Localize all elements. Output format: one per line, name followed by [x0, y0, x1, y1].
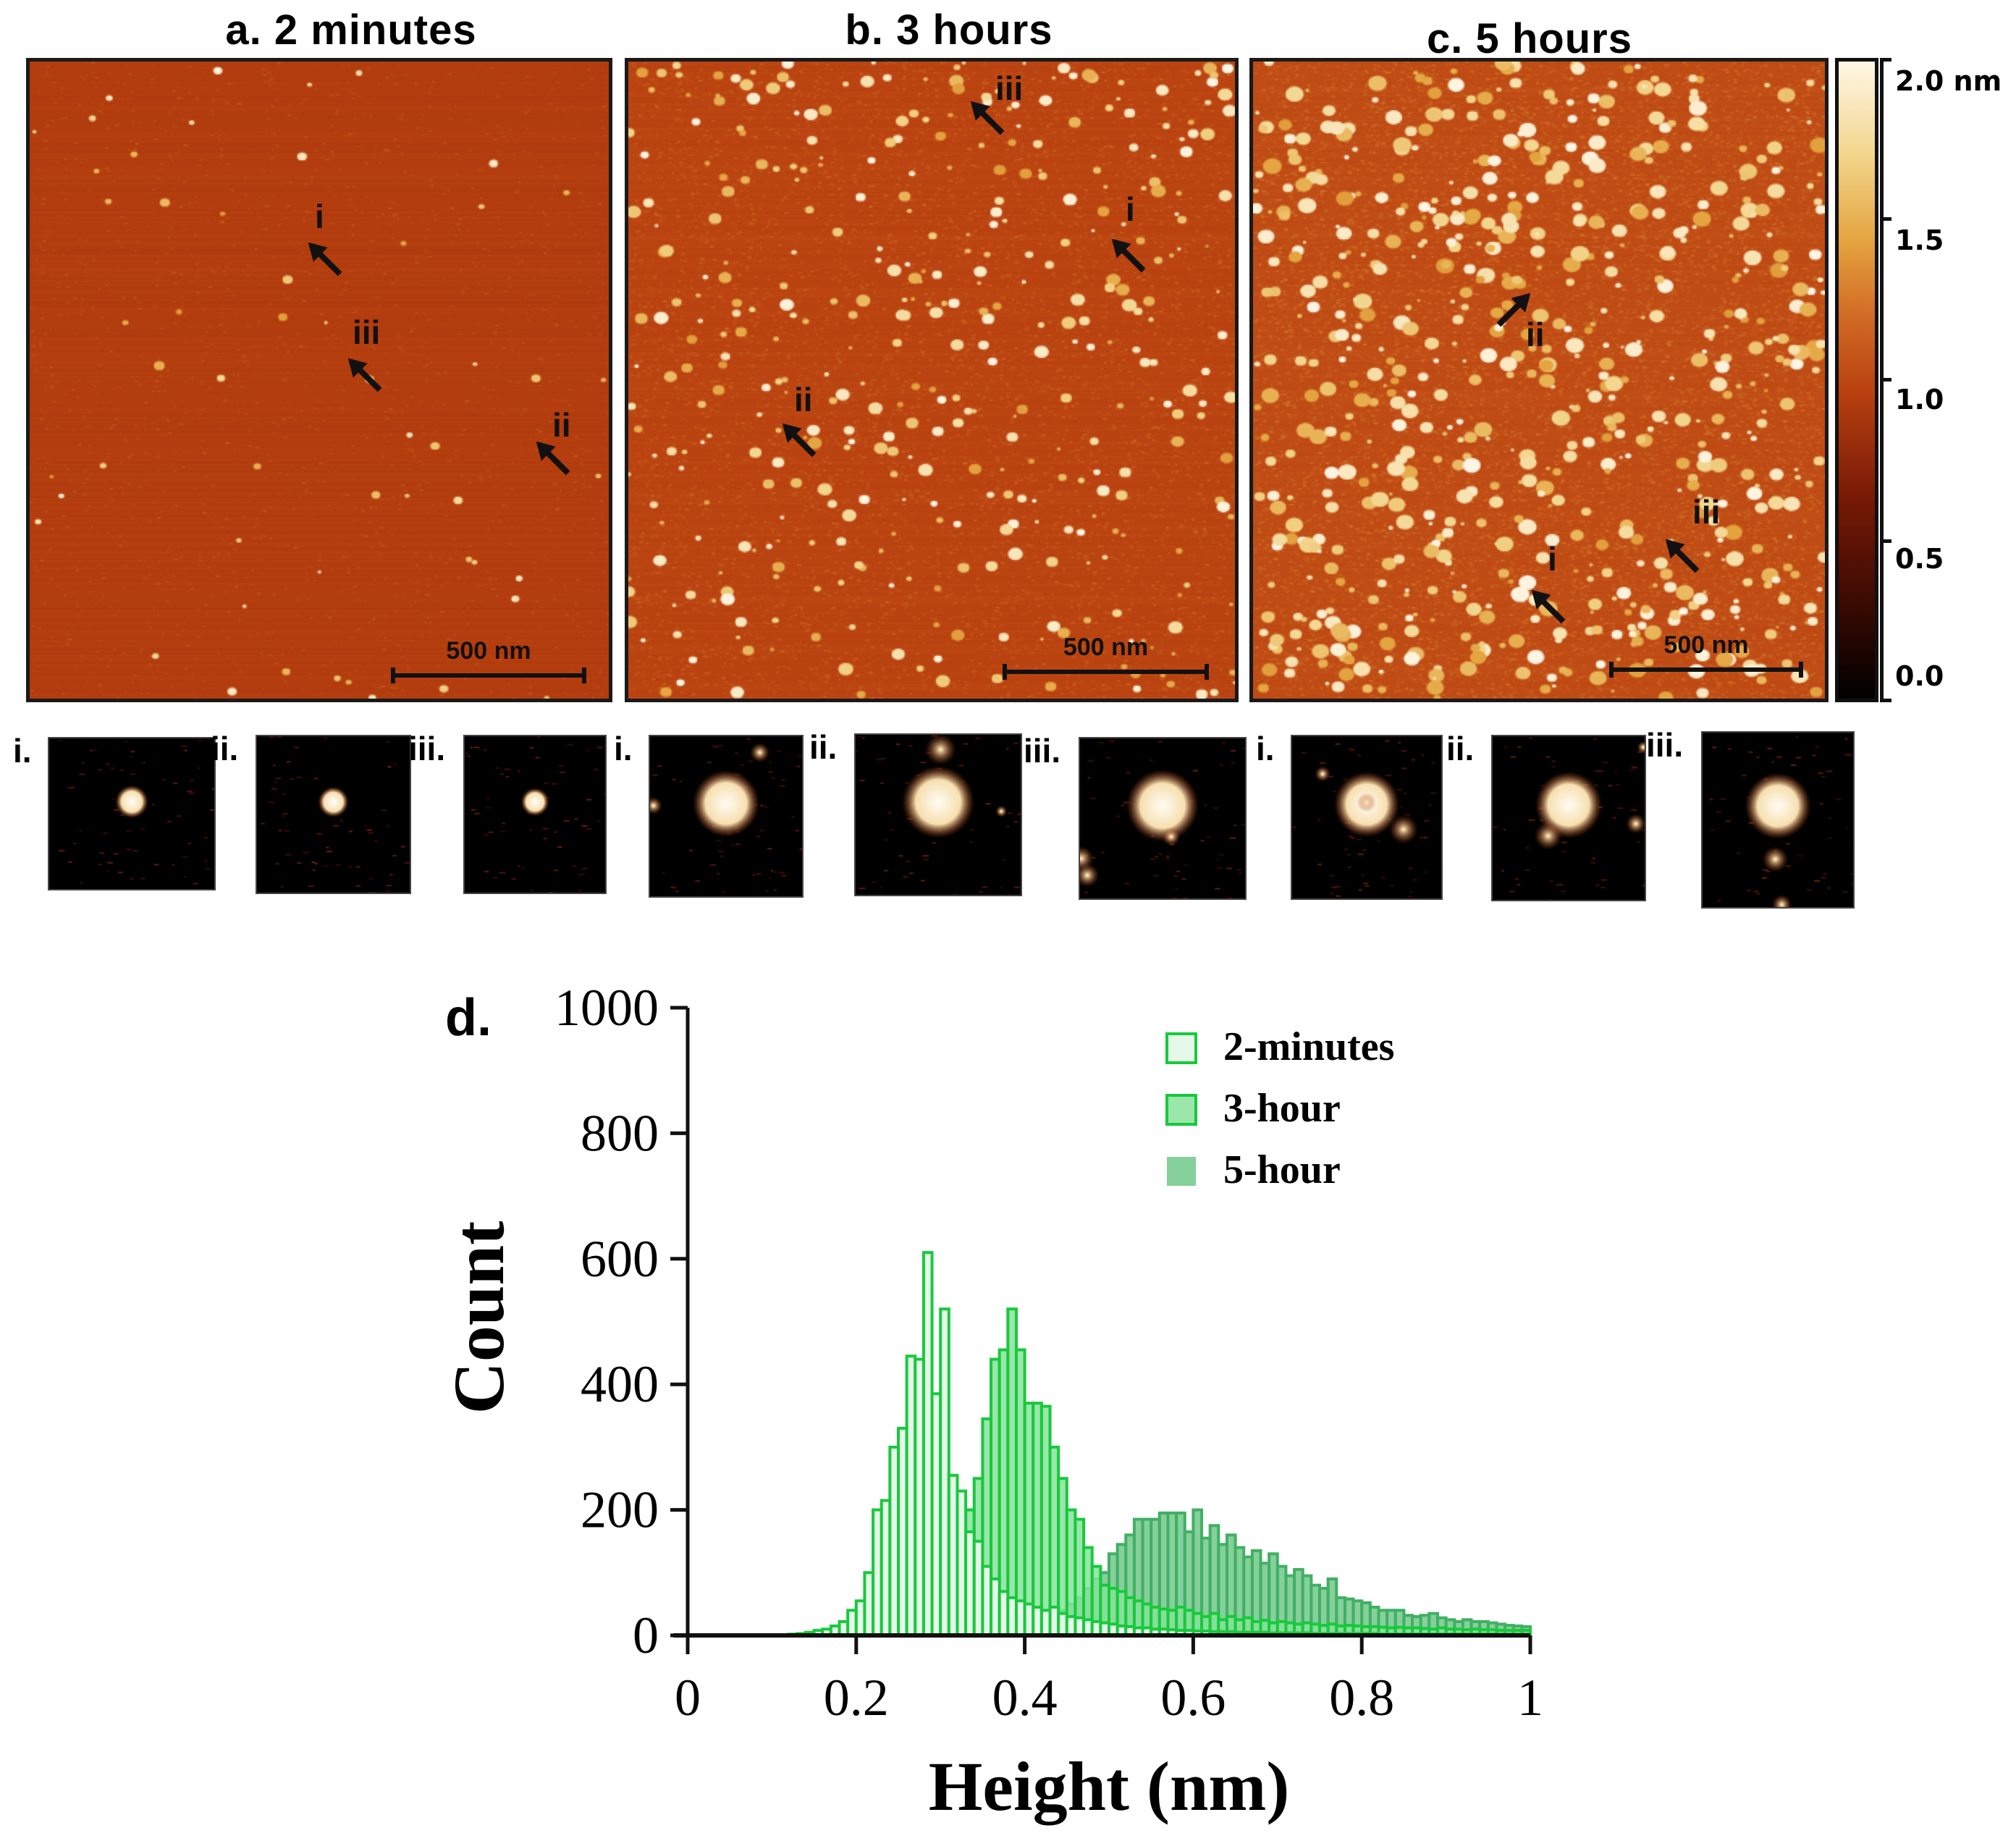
legend-swatch-icon — [1167, 1157, 1196, 1186]
thumbnail-label-a-iii: iii. — [408, 730, 446, 767]
particle-thumbnail-a-i — [48, 737, 216, 890]
particle-label-a-iii: iii — [353, 313, 381, 351]
thumbnail-label-c-i: i. — [1256, 730, 1275, 767]
colorbar-tick — [1880, 699, 1891, 702]
colorbar-label-0-0: 0.0 — [1895, 660, 1944, 692]
scale-bar-c — [1609, 662, 1803, 678]
legend-swatch-icon — [1165, 1094, 1197, 1126]
colorbar-label-0-5: 0.5 — [1895, 543, 1944, 575]
particle-label-b-ii: ii — [794, 381, 813, 418]
panel-b-title: b. 3 hours — [845, 7, 1053, 54]
afm-image-2-minutes — [26, 58, 612, 702]
colorbar-label-1-0: 1.0 — [1895, 384, 1944, 416]
thumbnail-label-b-i: i. — [614, 730, 633, 767]
thumbnail-label-b-ii: ii. — [809, 728, 838, 766]
scale-bar-a — [391, 667, 586, 683]
particle-thumbnail-b-i — [649, 735, 804, 898]
legend-swatch-icon — [1165, 1032, 1197, 1064]
particle-label-a-ii: ii — [552, 406, 571, 444]
height-colorbar — [1835, 58, 1878, 702]
scale-bar-label-c: 500 nm — [1663, 631, 1749, 659]
legend-label: 2-minutes — [1223, 1024, 1394, 1069]
x-tick-label: 0.4 — [992, 1669, 1058, 1727]
colorbar-tick — [1880, 58, 1891, 62]
y-tick-label: 0 — [633, 1606, 659, 1664]
particle-label-b-iii: iii — [995, 69, 1024, 107]
afm-image-3-hours — [625, 58, 1239, 702]
colorbar-tick — [1880, 217, 1891, 221]
panel-a-title: a. 2 minutes — [225, 7, 477, 54]
thumbnail-label-a-ii: ii. — [211, 730, 239, 767]
x-axis-title: Height (nm) — [929, 1748, 1290, 1825]
colorbar-tick — [1880, 378, 1891, 382]
panel-d-label: d. — [445, 989, 492, 1047]
x-tick-label: 0.2 — [824, 1669, 889, 1727]
particle-label-c-ii: ii — [1526, 316, 1545, 353]
particle-label-c-i: i — [1548, 540, 1557, 578]
legend-label: 5-hour — [1223, 1147, 1341, 1192]
thumbnail-label-c-ii: ii. — [1446, 730, 1475, 767]
x-tick-label: 0 — [675, 1669, 701, 1727]
scale-bar-label-b: 500 nm — [1063, 633, 1149, 661]
particle-thumbnail-c-ii — [1491, 735, 1646, 901]
thumbnail-label-c-iii: iii. — [1646, 726, 1684, 764]
y-tick-label: 800 — [581, 1104, 659, 1162]
x-tick-label: 0.6 — [1160, 1669, 1226, 1727]
particle-thumbnail-a-ii — [256, 735, 411, 894]
particle-thumbnail-b-iii — [1079, 737, 1247, 900]
chart-legend: 2-minutes 3-hour 5-hour — [1165, 1024, 1394, 1192]
thumbnail-label-a-i: i. — [13, 732, 32, 770]
x-tick-label: 1 — [1517, 1669, 1543, 1727]
y-tick-label: 1000 — [554, 979, 659, 1037]
colorbar-label-1-5: 1.5 — [1895, 224, 1944, 256]
particle-label-c-iii: iii — [1692, 493, 1721, 531]
particle-thumbnail-a-iii — [463, 735, 607, 894]
particle-label-b-i: i — [1126, 190, 1135, 228]
legend-label: 3-hour — [1223, 1086, 1341, 1131]
x-tick-label: 0.8 — [1329, 1669, 1394, 1727]
thumbnail-label-b-iii: iii. — [1024, 732, 1061, 770]
panel-c-title: c. 5 hours — [1427, 15, 1632, 62]
y-tick-label: 400 — [581, 1355, 659, 1413]
scale-bar-label-a: 500 nm — [446, 637, 531, 665]
particle-thumbnail-c-iii — [1701, 731, 1855, 909]
y-tick-label: 200 — [581, 1481, 659, 1539]
y-axis-title: Count — [439, 1221, 519, 1415]
particle-thumbnail-b-ii — [854, 733, 1022, 896]
colorbar-label-max: 2.0 nm — [1895, 65, 2002, 97]
particle-label-a-i: i — [315, 198, 324, 235]
y-tick-label: 600 — [581, 1230, 659, 1288]
scale-bar-b — [1003, 664, 1209, 680]
particle-thumbnail-c-i — [1291, 735, 1443, 900]
colorbar-tick — [1880, 539, 1891, 543]
